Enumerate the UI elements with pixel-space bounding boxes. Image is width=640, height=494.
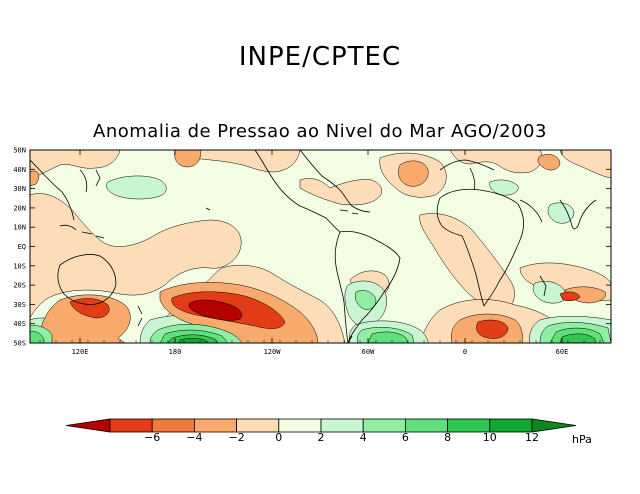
colorbar-box [404, 418, 448, 433]
lat-label: 50S [13, 340, 26, 348]
lat-label: 10S [13, 262, 26, 270]
colorbar-box [362, 418, 406, 433]
lat-label: 20S [13, 282, 26, 290]
colorbar-label: 6 [402, 431, 409, 444]
colorbar-label: 2 [318, 431, 325, 444]
lat-label: 30N [13, 185, 26, 193]
page-title: INPE/CPTEC [238, 42, 402, 72]
colorbar-box [320, 418, 364, 433]
latitude-axis: 50N 40N 30N 20N 10N EQ 10S 20S 30S 40S 50S [13, 147, 611, 348]
map-title: Anomalia de Pressao ao Nivel do Mar AGO/… [93, 121, 547, 142]
lon-label: 180 [169, 348, 182, 356]
lon-label: 120W [264, 348, 282, 356]
lat-label: 40S [13, 320, 26, 328]
lon-label: 60E [556, 348, 569, 356]
coastlines [30, 150, 597, 343]
colorbar-label: 12 [525, 431, 539, 444]
colorbar-label: −6 [144, 431, 160, 444]
lat-label: 10N [13, 224, 26, 232]
colorbar: −6 −4 −2 0 2 4 6 8 10 12 [65, 418, 577, 444]
lon-label: 60W [362, 348, 375, 356]
colorbar-label: −2 [228, 431, 244, 444]
lat-label: 30S [13, 301, 26, 309]
colorbar-label: 10 [483, 431, 497, 444]
colorbar-label: 0 [275, 431, 282, 444]
colorbar-box [278, 418, 322, 433]
anomaly-field [30, 150, 611, 343]
lon-label: 0 [463, 348, 467, 356]
longitude-axis: 120E 180 120W 60W 0 60E [39, 150, 601, 356]
lat-label: 50N [13, 147, 26, 155]
colorbar-arrow-right [531, 418, 577, 433]
colorbar-label: −4 [186, 431, 202, 444]
colorbar-label: 8 [444, 431, 451, 444]
colorbar-unit-label: hPa [572, 433, 592, 446]
lat-label: 20N [13, 204, 26, 212]
lon-label: 120E [72, 348, 89, 356]
colorbar-arrow-left [65, 418, 111, 433]
colorbar-label: 4 [360, 431, 367, 444]
lat-label: EQ [18, 243, 26, 251]
lat-label: 40N [13, 166, 26, 174]
